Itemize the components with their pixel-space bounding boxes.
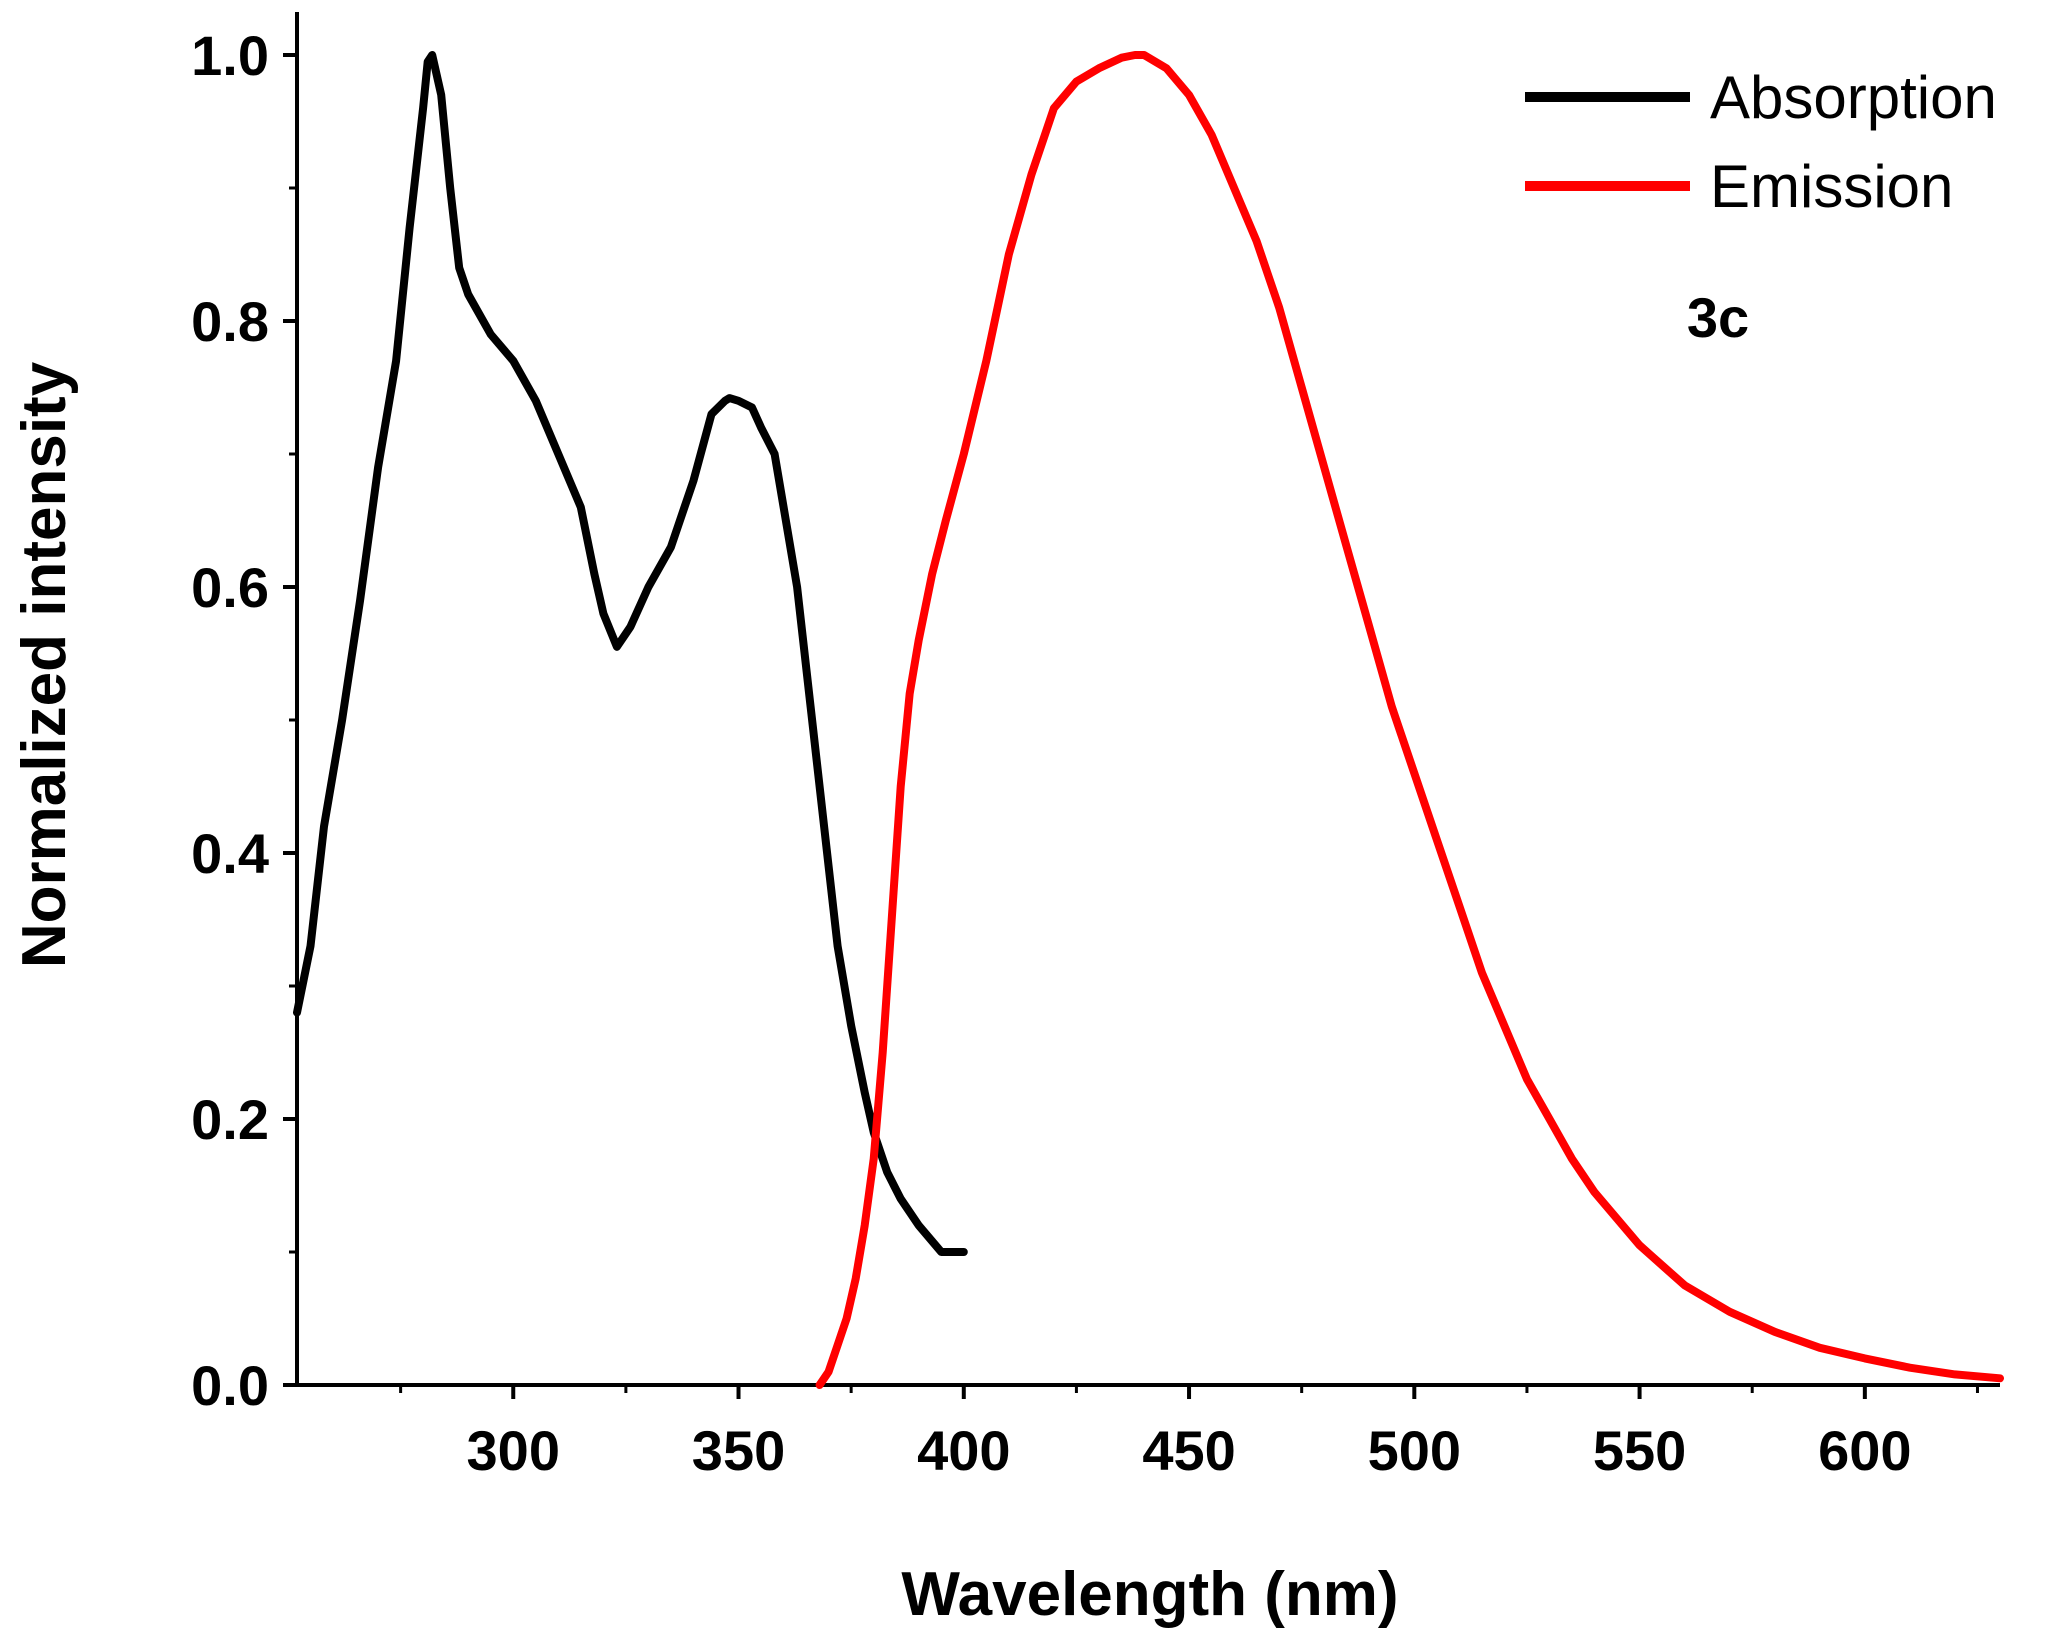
y-tick-label: 0.8: [191, 290, 269, 353]
x-axis-title: Wavelength (nm): [901, 1560, 1398, 1629]
x-tick-label: 500: [1368, 1419, 1461, 1482]
x-tick-label: 550: [1593, 1419, 1686, 1482]
x-tick-labels: 300 350 400 450 500 550 600: [467, 1419, 1912, 1482]
y-tick-labels: 0.0 0.2 0.4 0.6 0.8 1.0: [191, 24, 269, 1417]
x-tick-label: 350: [692, 1419, 785, 1482]
x-tick-label: 400: [917, 1419, 1010, 1482]
legend: Absorption Emission: [1525, 64, 1997, 220]
x-tick-label: 300: [467, 1419, 560, 1482]
x-tick-label: 450: [1142, 1419, 1235, 1482]
y-tick-label: 1.0: [191, 24, 269, 87]
y-tick-label: 0.6: [191, 556, 269, 619]
y-tick-label: 0.2: [191, 1088, 269, 1151]
legend-emission-label: Emission: [1710, 153, 1953, 220]
axes: [295, 12, 2000, 1387]
series-layer: [293, 51, 2004, 1389]
compound-label: 3c: [1687, 286, 1749, 349]
legend-absorption-label: Absorption: [1710, 64, 1997, 131]
x-ticks: [399, 1385, 1979, 1399]
x-tick-label: 600: [1818, 1419, 1911, 1482]
series-line-emission: [815, 51, 2004, 1389]
y-ticks: [283, 53, 297, 1387]
y-tick-label: 0.4: [191, 822, 269, 885]
series-line-absorption: [293, 51, 968, 1256]
y-tick-label: 0.0: [191, 1354, 269, 1417]
y-axis-title: Normalized intensity: [10, 361, 79, 968]
